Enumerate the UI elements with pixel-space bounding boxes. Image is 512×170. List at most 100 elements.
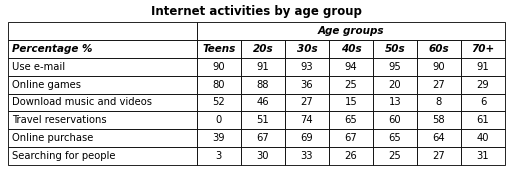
Bar (461, 76, 505, 94)
Text: 40: 40 (477, 133, 489, 143)
Text: 13: 13 (389, 97, 401, 107)
Text: 60: 60 (389, 115, 401, 125)
Text: 61: 61 (477, 115, 489, 125)
Bar (241, 129, 285, 147)
Bar (417, 129, 461, 147)
Bar (285, 129, 329, 147)
Bar (329, 94, 373, 111)
Bar (8, 94, 197, 111)
Bar (197, 76, 241, 94)
Text: 0: 0 (216, 115, 222, 125)
Bar (241, 111, 285, 129)
Bar (197, 111, 241, 129)
Text: 90: 90 (433, 62, 445, 72)
Text: 80: 80 (212, 80, 225, 90)
Text: 20: 20 (389, 80, 401, 90)
Text: 39: 39 (212, 133, 225, 143)
Bar (285, 94, 329, 111)
Text: Searching for people: Searching for people (12, 151, 116, 161)
Bar (285, 58, 329, 76)
Text: 15: 15 (345, 97, 357, 107)
Text: 91: 91 (477, 62, 489, 72)
Bar (461, 129, 505, 147)
Text: Teens: Teens (202, 44, 236, 54)
Text: 26: 26 (345, 151, 357, 161)
Bar (329, 58, 373, 76)
Text: 52: 52 (212, 97, 225, 107)
Text: 91: 91 (257, 62, 269, 72)
Bar (241, 94, 285, 111)
Text: 27: 27 (433, 80, 445, 90)
Bar (329, 40, 373, 58)
Bar (197, 22, 505, 40)
Text: 27: 27 (301, 97, 313, 107)
Text: 93: 93 (301, 62, 313, 72)
Bar (373, 76, 417, 94)
Text: Download music and videos: Download music and videos (12, 97, 152, 107)
Text: 3: 3 (216, 151, 222, 161)
Text: Internet activities by age group: Internet activities by age group (151, 5, 361, 19)
Bar (197, 94, 241, 111)
Text: 46: 46 (257, 97, 269, 107)
Bar (461, 111, 505, 129)
Bar (461, 147, 505, 165)
Text: 20s: 20s (252, 44, 273, 54)
Text: 67: 67 (345, 133, 357, 143)
Bar (461, 58, 505, 76)
Bar (373, 40, 417, 58)
Text: 50s: 50s (385, 44, 406, 54)
Bar (417, 58, 461, 76)
Text: 74: 74 (301, 115, 313, 125)
Bar (417, 76, 461, 94)
Text: Travel reservations: Travel reservations (12, 115, 106, 125)
Bar (8, 40, 197, 58)
Text: 88: 88 (257, 80, 269, 90)
Text: 70+: 70+ (472, 44, 495, 54)
Text: 29: 29 (477, 80, 489, 90)
Bar (197, 58, 241, 76)
Bar (373, 94, 417, 111)
Bar (329, 76, 373, 94)
Bar (241, 58, 285, 76)
Text: 6: 6 (480, 97, 486, 107)
Bar (8, 129, 197, 147)
Text: 25: 25 (345, 80, 357, 90)
Bar (285, 111, 329, 129)
Text: Online purchase: Online purchase (12, 133, 93, 143)
Bar (373, 147, 417, 165)
Text: 64: 64 (433, 133, 445, 143)
Text: 51: 51 (257, 115, 269, 125)
Bar (8, 111, 197, 129)
Bar (461, 94, 505, 111)
Text: 90: 90 (212, 62, 225, 72)
Bar (417, 111, 461, 129)
Bar (417, 147, 461, 165)
Text: Online games: Online games (12, 80, 81, 90)
Bar (8, 58, 197, 76)
Text: 58: 58 (433, 115, 445, 125)
Text: 30s: 30s (296, 44, 317, 54)
Text: 8: 8 (436, 97, 442, 107)
Bar (417, 40, 461, 58)
Bar (285, 40, 329, 58)
Text: 40s: 40s (340, 44, 361, 54)
Text: 25: 25 (389, 151, 401, 161)
Bar (329, 111, 373, 129)
Bar (373, 129, 417, 147)
Bar (197, 147, 241, 165)
Bar (417, 94, 461, 111)
Text: 95: 95 (389, 62, 401, 72)
Text: Percentage %: Percentage % (12, 44, 92, 54)
Bar (197, 40, 241, 58)
Bar (329, 129, 373, 147)
Text: Age groups: Age groups (317, 26, 384, 36)
Bar (285, 147, 329, 165)
Bar (241, 40, 285, 58)
Bar (8, 147, 197, 165)
Text: 67: 67 (257, 133, 269, 143)
Text: 27: 27 (433, 151, 445, 161)
Bar (241, 147, 285, 165)
Text: 60s: 60s (429, 44, 450, 54)
Text: Use e-mail: Use e-mail (12, 62, 65, 72)
Text: 94: 94 (345, 62, 357, 72)
